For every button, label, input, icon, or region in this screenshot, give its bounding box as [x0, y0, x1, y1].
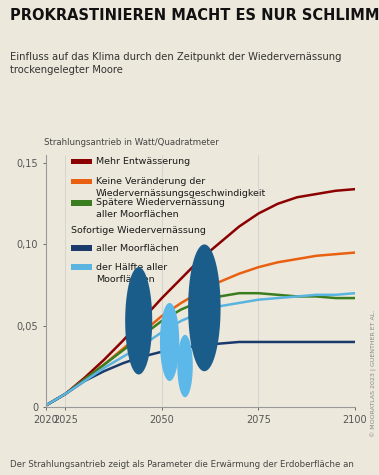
- Text: der Hälfte aller: der Hälfte aller: [96, 263, 167, 272]
- Polygon shape: [160, 303, 179, 381]
- Text: Mehr Entwässerung: Mehr Entwässerung: [96, 157, 190, 166]
- Polygon shape: [125, 267, 152, 374]
- Bar: [71, 159, 92, 164]
- Text: aller Moorflächen: aller Moorflächen: [96, 244, 179, 253]
- Text: Der Strahlungsantrieb zeigt als Parameter die Erwärmung der Erdoberfläche an: Der Strahlungsantrieb zeigt als Paramete…: [10, 460, 354, 469]
- Polygon shape: [188, 245, 221, 371]
- Bar: [71, 265, 92, 270]
- Text: Keine Veränderung der: Keine Veränderung der: [96, 177, 205, 186]
- Text: Moorflächen: Moorflächen: [96, 275, 155, 284]
- Text: PROKRASTINIEREN MACHT ES NUR SCHLIMMER: PROKRASTINIEREN MACHT ES NUR SCHLIMMER: [10, 8, 379, 23]
- Text: Einfluss auf das Klima durch den Zeitpunkt der Wiedervernässung
trockengelegter : Einfluss auf das Klima durch den Zeitpun…: [10, 52, 341, 75]
- Bar: [71, 246, 92, 251]
- Bar: [71, 179, 92, 184]
- Text: aller Moorflächen: aller Moorflächen: [96, 210, 179, 219]
- Text: Spätere Wiedervernässung: Spätere Wiedervernässung: [96, 199, 225, 208]
- Text: Wiedervernässungsgeschwindigkeit: Wiedervernässungsgeschwindigkeit: [96, 189, 266, 198]
- Bar: [71, 200, 92, 206]
- Text: Strahlungsantrieb in Watt/Quadratmeter: Strahlungsantrieb in Watt/Quadratmeter: [44, 138, 219, 147]
- Text: © MOORATLAS 2023 | GUENTHER ET AL.: © MOORATLAS 2023 | GUENTHER ET AL.: [371, 310, 377, 437]
- Text: Sofortige Wiedervernässung: Sofortige Wiedervernässung: [71, 226, 205, 235]
- Polygon shape: [177, 335, 193, 397]
